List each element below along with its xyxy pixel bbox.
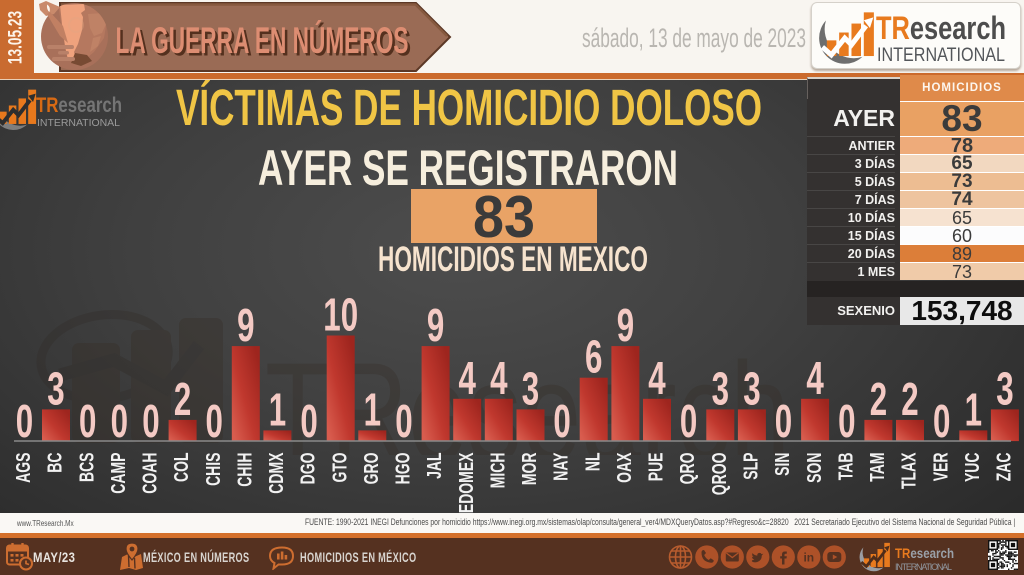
svg-text:NAY: NAY: [549, 452, 572, 481]
svg-text:LA GUERRA EN NÚMEROS: LA GUERRA EN NÚMEROS: [118, 22, 411, 64]
svg-text:GRO: GRO: [359, 453, 382, 485]
svg-text:0: 0: [16, 396, 33, 447]
svg-text:AGS: AGS: [11, 453, 34, 483]
svg-text:0: 0: [553, 396, 570, 447]
svg-text:0: 0: [111, 396, 128, 447]
svg-text:CHIS: CHIS: [201, 453, 224, 486]
svg-text:0: 0: [933, 396, 950, 447]
svg-text:0: 0: [300, 396, 317, 447]
svg-text:3: 3: [743, 363, 760, 414]
svg-text:9: 9: [427, 300, 444, 351]
svg-text:0: 0: [838, 396, 855, 447]
svg-text:AYER SE REGISTRARON: AYER SE REGISTRARON: [258, 140, 678, 196]
svg-text:QROO: QROO: [707, 453, 730, 496]
svg-text:10: 10: [323, 290, 358, 341]
svg-text:TAB: TAB: [834, 453, 857, 481]
svg-text:4: 4: [490, 353, 507, 404]
svg-text:HOMICIDIOS EN MEXICO: HOMICIDIOS EN MEXICO: [378, 240, 648, 279]
svg-text:INTERNATIONAL: INTERNATIONAL: [37, 117, 120, 129]
svg-text:3: 3: [996, 363, 1013, 414]
svg-text:CAMP: CAMP: [106, 453, 129, 494]
svg-text:BC: BC: [43, 453, 66, 473]
svg-text:LA GUERRA EN NÚMEROS: LA GUERRA EN NÚMEROS: [116, 19, 409, 61]
svg-text:VÍCTIMAS DE HOMICIDIO DOLOSO: VÍCTIMAS DE HOMICIDIO DOLOSO: [176, 80, 762, 136]
svg-text:YUC: YUC: [960, 453, 983, 483]
svg-text:INTERNATIONAL: INTERNATIONAL: [895, 562, 952, 572]
svg-text:SLP: SLP: [739, 453, 762, 480]
svg-text:VER: VER: [929, 452, 952, 481]
svg-text:0: 0: [775, 396, 792, 447]
svg-text:3: 3: [47, 363, 64, 414]
svg-text:1: 1: [269, 384, 286, 435]
svg-text:QRO: QRO: [676, 453, 699, 485]
svg-text:GTO: GTO: [328, 453, 351, 483]
svg-text:0: 0: [142, 396, 159, 447]
svg-text:2: 2: [870, 374, 887, 425]
svg-text:COL: COL: [170, 453, 193, 483]
svg-text:SON: SON: [802, 453, 825, 483]
svg-text:0: 0: [206, 396, 223, 447]
svg-text:sábado, 13 de mayo de 2023: sábado, 13 de mayo de 2023: [582, 23, 806, 53]
svg-text:1: 1: [965, 384, 982, 435]
svg-text:9: 9: [237, 300, 254, 351]
svg-text:TResearch: TResearch: [876, 10, 1006, 46]
svg-text:MICH: MICH: [486, 453, 509, 489]
svg-text:DGO: DGO: [296, 453, 319, 485]
svg-text:TResearch: TResearch: [895, 545, 954, 561]
svg-text:83: 83: [473, 189, 535, 243]
svg-text:0: 0: [680, 396, 697, 447]
svg-text:3: 3: [712, 363, 729, 414]
svg-text:TAM: TAM: [865, 453, 888, 482]
svg-text:3: 3: [522, 363, 539, 414]
svg-text:9: 9: [617, 300, 634, 351]
svg-text:in: in: [803, 551, 814, 565]
svg-text:MOR: MOR: [518, 452, 541, 485]
svg-text:CDMX: CDMX: [264, 452, 287, 494]
svg-text:2: 2: [174, 374, 191, 425]
svg-text:OAX: OAX: [612, 452, 635, 483]
svg-text:COAH: COAH: [138, 453, 161, 494]
svg-text:TResearch: TResearch: [36, 94, 122, 117]
svg-text:SIN: SIN: [771, 453, 794, 476]
svg-text:4: 4: [806, 353, 823, 404]
svg-text:JAL: JAL: [423, 453, 446, 479]
svg-text:TLAX: TLAX: [897, 452, 920, 489]
svg-text:4: 4: [648, 353, 665, 404]
svg-text:EDOMEX: EDOMEX: [454, 452, 477, 513]
svg-text:4: 4: [459, 353, 476, 404]
svg-text:HGO: HGO: [391, 453, 414, 485]
svg-text:6: 6: [585, 332, 602, 383]
svg-text:BCS: BCS: [75, 453, 98, 483]
svg-text:NL: NL: [581, 453, 604, 472]
svg-text:INTERNATIONAL: INTERNATIONAL: [877, 45, 1005, 66]
svg-text:0: 0: [395, 396, 412, 447]
svg-text:0: 0: [79, 396, 96, 447]
svg-text:PUE: PUE: [644, 453, 667, 482]
svg-text:CHIH: CHIH: [233, 453, 256, 487]
svg-text:ZAC: ZAC: [992, 453, 1015, 482]
svg-text:1: 1: [364, 384, 381, 435]
svg-text:2: 2: [901, 374, 918, 425]
